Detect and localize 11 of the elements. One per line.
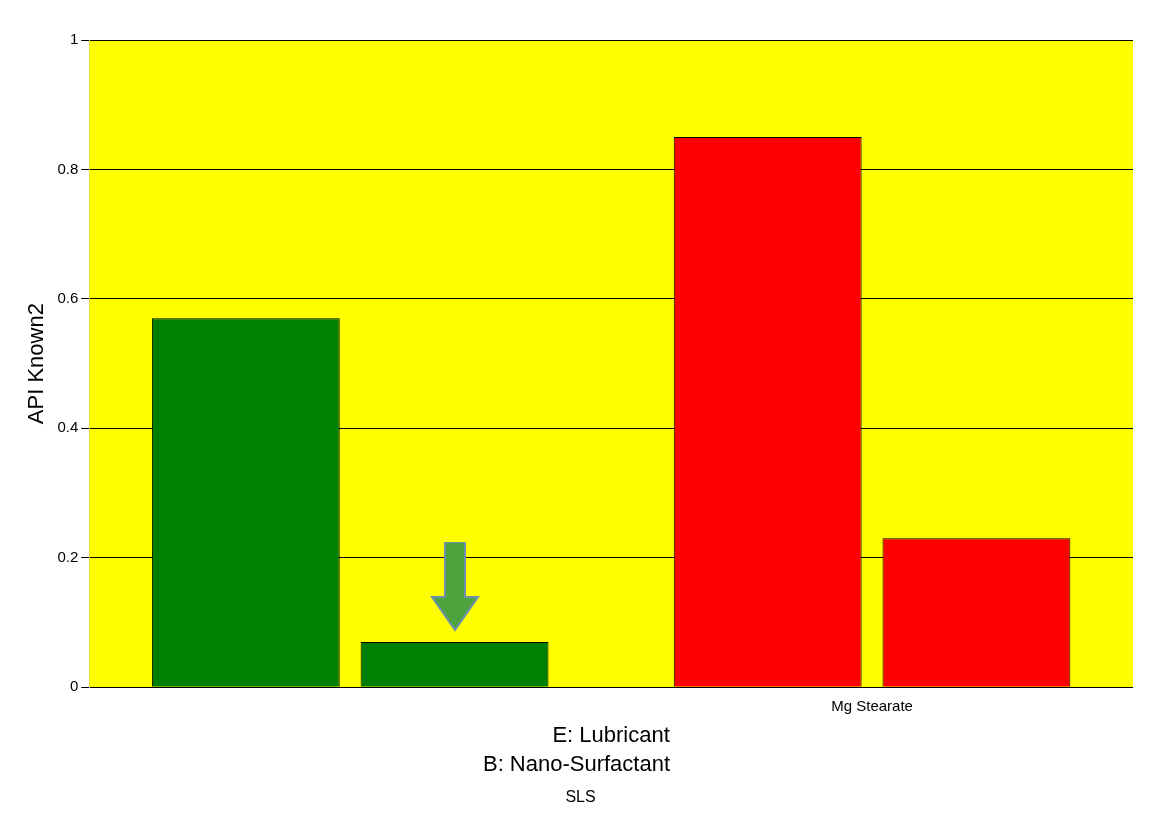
x-tick-label: Mg Stearate	[831, 697, 913, 715]
y-tick-label: 0.2	[57, 547, 79, 565]
y-tick-label: 0.4	[57, 418, 79, 436]
y-tick-label: 1	[69, 30, 79, 48]
x-axis-title: E: Lubricant	[552, 722, 670, 748]
y-tick-label: 0.6	[57, 289, 79, 307]
y-axis-title: API Known2	[23, 303, 49, 425]
text: SLS	[565, 788, 596, 806]
y-tick-label: 0.8	[57, 159, 79, 177]
legend-title: B: Nano-Surfactant	[482, 750, 671, 776]
y-tick-label: 0	[69, 677, 79, 695]
